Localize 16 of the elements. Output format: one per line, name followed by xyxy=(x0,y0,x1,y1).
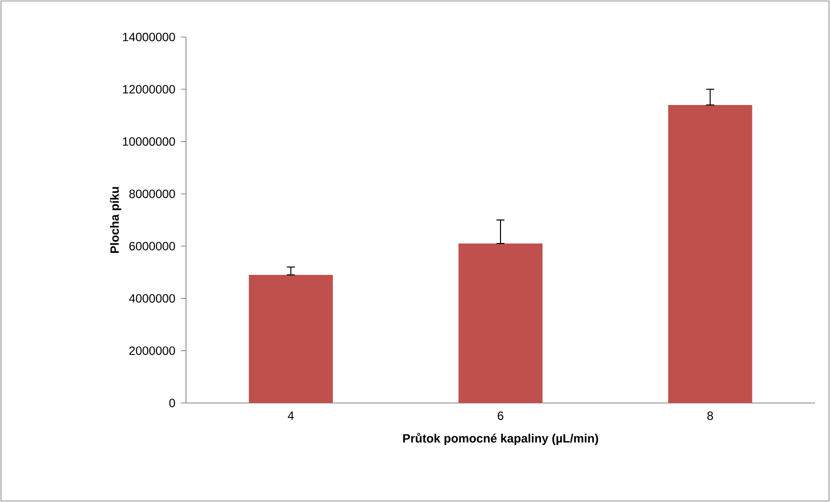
bar xyxy=(668,104,752,403)
y-tick-label: 4000000 xyxy=(129,294,176,303)
x-tick-label: 8 xyxy=(707,412,713,420)
y-tick-label: 6000000 xyxy=(129,242,176,250)
y-tick-label: 8000000 xyxy=(129,190,176,198)
y-tick-label: 0 xyxy=(169,398,176,408)
x-tick-label: 4 xyxy=(288,412,294,420)
y-tick-label: 14000000 xyxy=(123,32,176,42)
y-tick-label: 2000000 xyxy=(129,346,176,355)
y-tick-label: 10000000 xyxy=(123,137,176,146)
bar xyxy=(458,244,543,403)
y-tick-label: 12000000 xyxy=(123,85,176,94)
bar xyxy=(248,274,333,403)
x-axis-title: Průtok pomocné kapaliny (µL/min) xyxy=(403,432,598,445)
x-tick-label: 6 xyxy=(498,412,504,420)
y-axis-title: Plocha píku xyxy=(110,187,122,253)
